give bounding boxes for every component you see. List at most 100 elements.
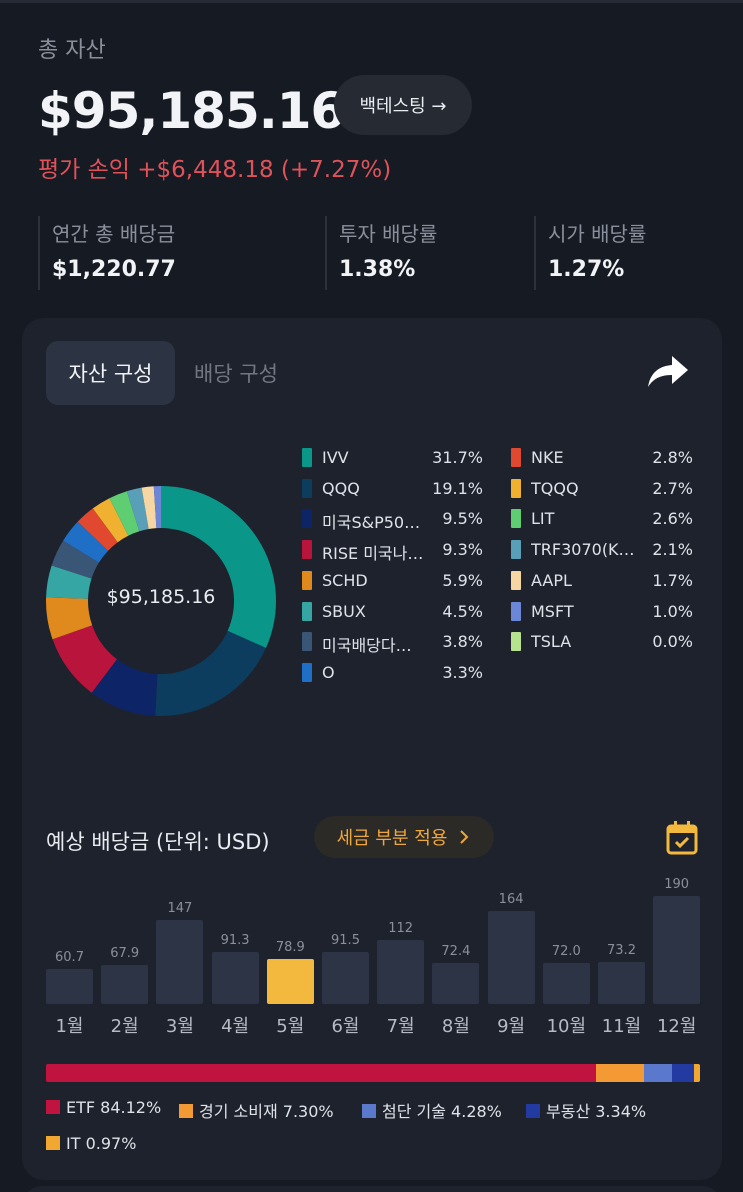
legend-percent: 3.8%	[442, 632, 483, 652]
sector-segment-4	[693, 1064, 700, 1082]
legend-percent: 1.0%	[652, 601, 693, 621]
legend-name: IVV	[322, 448, 349, 467]
stat-market-yield: 시가 배당률 1.27%	[534, 216, 714, 290]
donut-slice-3	[52, 625, 117, 693]
legend-swatch	[302, 662, 312, 682]
sector-swatch	[46, 1100, 60, 1114]
bar-2월[interactable]	[101, 965, 149, 1004]
backtest-button[interactable]: 백테스팅 →	[334, 75, 472, 135]
legend-percent: 2.8%	[652, 448, 693, 467]
legend-item: AAPL 1.7%	[511, 569, 693, 591]
bar-value-label: 164	[498, 891, 524, 907]
stat-value: 1.38%	[339, 257, 416, 282]
portfolio-card: 자산 구성 배당 구성 $95,185.16 IVV 31.7% QQQ 19.1% 미…	[22, 318, 722, 1180]
legend-percent: 0.0%	[652, 632, 693, 652]
legend-name: LIT	[531, 509, 555, 529]
chevron-right-icon	[460, 830, 469, 844]
legend-swatch	[511, 509, 521, 529]
calendar-check-icon[interactable]	[665, 820, 699, 856]
legend-percent: 1.7%	[652, 570, 693, 590]
bar-5월[interactable]	[266, 959, 314, 1004]
sector-segment-1	[596, 1064, 644, 1082]
sector-label: 첨단 기술 4.28%	[382, 1102, 502, 1121]
bar-9월[interactable]	[487, 910, 535, 1004]
month-label: 9월	[497, 1016, 526, 1037]
sector-swatch	[362, 1104, 376, 1118]
bar-value-label: 72.4	[441, 943, 471, 959]
tax-apply-button[interactable]: 세금 부분 적용	[314, 816, 494, 858]
legend-percent: 9.3%	[442, 540, 483, 560]
legend-item: NKE 2.8%	[511, 446, 693, 468]
sector-segment-0	[46, 1064, 597, 1082]
legend-item: TRF3070(K… 2.1%	[511, 538, 693, 560]
sector-segment-2	[643, 1064, 672, 1082]
legend-name: SCHD	[322, 570, 368, 590]
sector-swatch	[179, 1104, 193, 1118]
legend-item: SCHD 5.9%	[302, 569, 483, 591]
sector-stacked-bar	[46, 1064, 700, 1082]
legend-percent: 5.9%	[442, 570, 483, 590]
month-label: 3월	[165, 1016, 194, 1037]
top-divider	[0, 0, 743, 3]
share-icon[interactable]	[646, 354, 690, 390]
legend-name: NKE	[531, 448, 564, 467]
bar-value-label: 67.9	[110, 946, 140, 962]
donut-slice-5	[46, 565, 92, 599]
legend-swatch	[511, 478, 521, 498]
legend-swatch	[302, 632, 312, 652]
bar-7월[interactable]	[377, 940, 425, 1004]
legend-swatch	[511, 632, 521, 652]
bar-value-label: 91.3	[220, 933, 250, 949]
legend-swatch	[302, 601, 312, 621]
legend-name: MSFT	[531, 601, 574, 621]
legend-percent: 2.6%	[652, 509, 693, 529]
sector-segment-3	[671, 1064, 694, 1082]
sector-label: IT 0.97%	[66, 1134, 137, 1153]
month-label: 10월	[546, 1016, 587, 1037]
legend-percent: 2.7%	[652, 478, 693, 498]
total-assets-label: 총 자산	[38, 38, 106, 63]
stat-label: 연간 총 배당금	[52, 222, 176, 246]
total-assets-amount: $95,185.16	[38, 82, 345, 140]
sector-legend-item: 경기 소비재 7.30%	[179, 1098, 334, 1122]
bar-12월[interactable]	[653, 896, 701, 1004]
donut-slice-2	[91, 659, 158, 716]
stat-label: 투자 배당률	[339, 222, 438, 246]
stat-value: $1,220.77	[52, 257, 176, 282]
sector-swatch	[526, 1104, 540, 1118]
donut-slice-0	[161, 486, 276, 648]
donut-slice-9	[92, 498, 129, 543]
legend-swatch	[511, 448, 521, 467]
tab-dividend-composition[interactable]: 배당 구성	[194, 362, 278, 386]
donut-slice-11	[126, 487, 149, 532]
bar-11월[interactable]	[598, 962, 645, 1004]
sector-swatch	[46, 1136, 60, 1150]
legend-swatch	[511, 601, 521, 621]
bar-value-label: 190	[664, 877, 690, 892]
legend-name: AAPL	[531, 570, 572, 590]
bar-3월[interactable]	[156, 920, 204, 1004]
profit-loss-text: 평가 손익 +$6,448.18 (+7.27%)	[38, 157, 392, 183]
bar-8월[interactable]	[432, 962, 480, 1004]
stat-annual-dividend: 연간 총 배당금 $1,220.77	[38, 216, 308, 290]
tab-asset-composition[interactable]: 자산 구성	[46, 341, 175, 405]
donut-slice-7	[63, 521, 109, 563]
bar-value-label: 147	[167, 901, 193, 917]
month-label: 5월	[276, 1016, 305, 1037]
legend-swatch	[511, 540, 521, 560]
bar-4월[interactable]	[211, 952, 259, 1004]
stat-investment-yield: 투자 배당률 1.38%	[325, 216, 515, 290]
sector-label: ETF 84.12%	[66, 1098, 162, 1117]
legend-percent: 31.7%	[432, 448, 483, 467]
donut-slice-10	[109, 491, 140, 536]
sector-label: 경기 소비재 7.30%	[199, 1102, 334, 1121]
bar-6월[interactable]	[322, 951, 369, 1004]
legend-item: LIT 2.6%	[511, 507, 693, 529]
month-label: 12월	[656, 1016, 697, 1037]
bar-10월[interactable]	[542, 963, 590, 1004]
legend-swatch	[302, 570, 312, 590]
month-label: 1월	[55, 1016, 84, 1037]
month-label: 4월	[221, 1016, 250, 1037]
bar-1월[interactable]	[46, 969, 93, 1004]
legend-item: IVV 31.7%	[302, 446, 483, 468]
